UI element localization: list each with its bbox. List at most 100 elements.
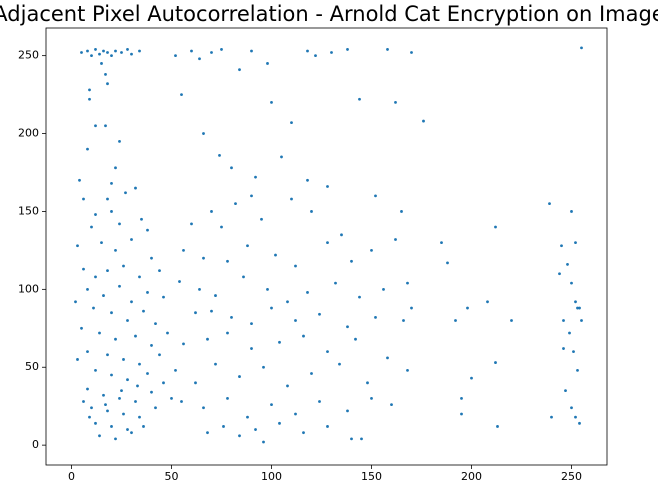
scatter-point	[158, 269, 161, 273]
scatter-point	[246, 244, 249, 248]
scatter-point	[114, 248, 117, 252]
scatter-point	[214, 362, 217, 366]
scatter-point	[580, 319, 583, 322]
scatter-point	[394, 100, 397, 104]
scatter-point	[400, 210, 403, 213]
scatter-point	[326, 425, 329, 428]
scatter-point	[350, 259, 353, 263]
scatter-point	[118, 139, 121, 143]
scatter-point	[90, 225, 93, 229]
scatter-point	[88, 88, 91, 92]
scatter-point	[374, 194, 377, 198]
scatter-point	[220, 225, 223, 229]
scatter-point	[562, 347, 565, 350]
scatter-point	[510, 319, 513, 322]
scatter-point	[106, 197, 109, 201]
scatter-point	[126, 378, 129, 382]
scatter-point	[190, 222, 193, 226]
y-tick-label: 50	[25, 360, 39, 373]
scatter-point	[138, 362, 141, 366]
scatter-point	[210, 210, 213, 213]
scatter-point	[310, 210, 313, 213]
x-tick-label: 50	[165, 470, 179, 483]
y-tick-label: 200	[18, 127, 39, 140]
scatter-point	[166, 331, 169, 335]
scatter-point	[570, 406, 573, 410]
scatter-point	[102, 393, 105, 397]
scatter-point	[310, 372, 313, 375]
scatter-point	[82, 197, 85, 201]
scatter-point	[382, 287, 385, 291]
scatter-point	[86, 147, 89, 151]
scatter-point	[182, 342, 185, 346]
scatter-point	[226, 396, 229, 400]
scatter-point	[460, 396, 463, 400]
scatter-point	[118, 222, 121, 226]
x-tick-label: 100	[261, 470, 282, 483]
scatter-point	[202, 406, 205, 410]
scatter-point	[122, 358, 125, 361]
scatter-point	[260, 217, 263, 221]
scatter-point	[394, 238, 397, 241]
scatter-point	[162, 295, 165, 299]
scatter-point	[110, 54, 113, 58]
scatter-point	[146, 372, 149, 375]
scatter-point	[78, 178, 81, 182]
scatter-point	[242, 275, 245, 279]
scatter-point	[114, 337, 117, 341]
scatter-point	[130, 52, 133, 56]
scatter-point	[146, 291, 149, 294]
scatter-point	[130, 238, 133, 241]
scatter-point	[174, 54, 177, 58]
scatter-point	[330, 51, 333, 54]
scatter-point	[198, 287, 201, 291]
scatter-point	[470, 376, 473, 380]
scatter-point	[238, 434, 241, 438]
scatter-point	[154, 406, 157, 410]
scatter-point	[460, 412, 463, 416]
scatter-point	[86, 350, 89, 354]
scatter-point	[74, 300, 77, 304]
scatter-point	[354, 337, 357, 341]
scatter-point	[150, 344, 153, 347]
scatter-point	[306, 49, 309, 53]
scatter-point	[102, 49, 105, 53]
scatter-point	[294, 264, 297, 268]
scatter-point	[92, 306, 95, 310]
scatter-point	[278, 340, 281, 344]
scatter-point	[226, 259, 229, 263]
scatter-point	[88, 415, 91, 419]
scatter-point	[570, 281, 573, 285]
scatter-point	[94, 421, 97, 425]
scatter-point	[90, 406, 93, 410]
scatter-point	[206, 337, 209, 341]
scatter-point	[390, 403, 393, 407]
scatter-point	[246, 415, 249, 419]
scatter-point	[162, 381, 165, 385]
scatter-point	[230, 166, 233, 170]
scatter-point	[130, 431, 133, 435]
scatter-point	[254, 175, 257, 179]
scatter-point	[110, 210, 113, 213]
scatter-point	[194, 381, 197, 385]
scatter-point	[150, 256, 153, 260]
scatter-point	[134, 400, 137, 403]
scatter-point	[104, 72, 107, 76]
scatter-point	[270, 403, 273, 407]
scatter-point	[106, 269, 109, 273]
scatter-point	[174, 368, 177, 372]
scatter-point	[318, 312, 321, 316]
scatter-point	[326, 350, 329, 354]
scatter-point	[270, 306, 273, 310]
scatter-point	[578, 306, 581, 310]
scatter-point	[134, 334, 137, 338]
scatter-point	[578, 421, 581, 425]
scatter-point	[98, 52, 101, 56]
scatter-point	[334, 281, 337, 285]
scatter-point	[118, 396, 121, 400]
scatter-point	[314, 54, 317, 58]
scatter-point	[76, 244, 79, 248]
scatter-point	[106, 82, 109, 86]
scatter-point	[82, 267, 85, 271]
y-tick-label: 0	[32, 438, 39, 451]
